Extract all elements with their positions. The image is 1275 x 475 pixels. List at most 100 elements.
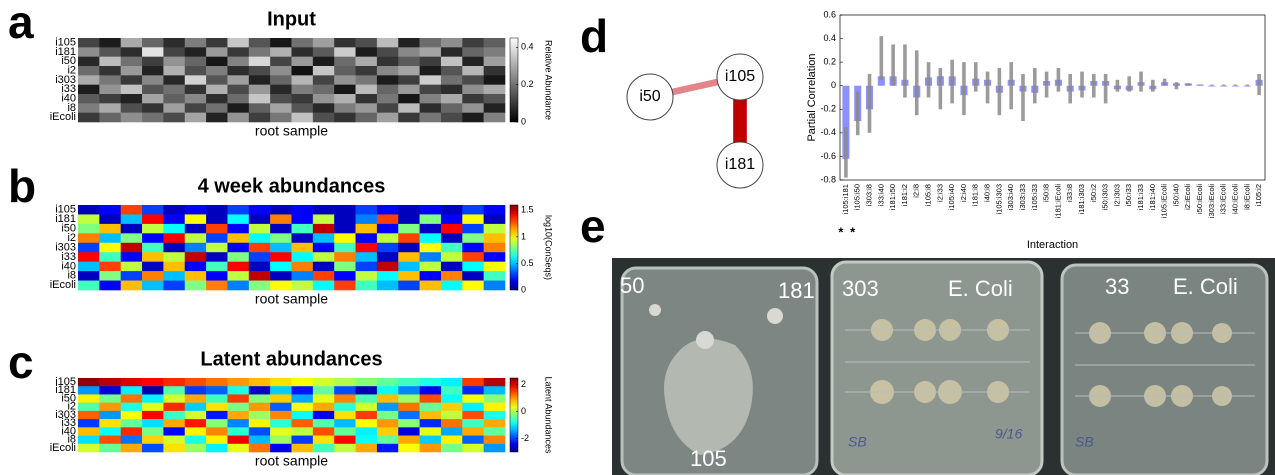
x-tick-label: i303:i33 <box>1018 184 1027 210</box>
heatmap-cell <box>249 271 271 281</box>
heatmap-cell <box>313 394 335 403</box>
heatmap-cell <box>313 94 335 104</box>
heatmap-cell <box>292 233 314 243</box>
heatmap-cell <box>249 205 271 215</box>
sample-range <box>1210 85 1214 86</box>
heatmap-cell <box>185 386 207 395</box>
heatmap-cell <box>462 444 484 453</box>
sample-range <box>1186 83 1190 85</box>
heatmap-cell <box>462 419 484 428</box>
heatmap-cell <box>78 411 100 420</box>
heatmap-cell <box>377 224 399 234</box>
heatmap-cell <box>377 386 399 395</box>
heatmap-cell <box>142 233 164 243</box>
colony <box>696 331 714 349</box>
heatmap-cell <box>377 394 399 403</box>
colorbar-tick-label: -2 <box>521 433 529 443</box>
heatmap-cell <box>99 252 121 262</box>
heatmap-cell <box>313 205 335 215</box>
heatmap-cell <box>313 243 335 253</box>
heatmap-cell <box>334 103 356 113</box>
heatmap-cell <box>227 444 249 453</box>
x-tick-label: i181:i33 <box>1136 184 1145 210</box>
heatmap-cell <box>441 436 463 445</box>
heatmap-cell <box>99 262 121 272</box>
heatmap-cell <box>420 394 442 403</box>
heatmap-cell <box>206 394 228 403</box>
heatmap-cell <box>99 233 121 243</box>
y-tick-label: 0.2 <box>823 57 836 67</box>
heatmap-cell <box>142 243 164 253</box>
heatmap-cell <box>270 281 292 291</box>
plate-label: 33 <box>1105 274 1129 299</box>
heatmap-cell <box>484 57 506 67</box>
heatmap-cell <box>185 252 207 262</box>
heatmap-cell <box>99 436 121 445</box>
heatmap-cell <box>334 262 356 272</box>
heatmap-cell <box>142 444 164 453</box>
panel-title: Latent abundances <box>200 348 382 370</box>
heatmap-cell <box>313 103 335 113</box>
heatmap-cell <box>356 205 378 215</box>
heatmap-cell <box>292 38 314 48</box>
heatmap-cell <box>185 378 207 387</box>
heatmap-cell <box>377 94 399 104</box>
heatmap-cell <box>334 411 356 420</box>
heatmap-cell <box>206 47 228 57</box>
heatmap-cell <box>121 75 143 85</box>
heatmap-cell <box>356 233 378 243</box>
heatmap-cell <box>313 224 335 234</box>
heatmap-cell <box>377 252 399 262</box>
colorbar-tick-label: 1.5 <box>521 205 534 215</box>
heatmap-cell <box>398 403 420 412</box>
heatmap-cell <box>99 85 121 95</box>
heatmap-cell <box>270 214 292 224</box>
node-label: i181 <box>725 156 755 173</box>
heatmap-cell <box>441 113 463 123</box>
heatmap-cell <box>185 66 207 76</box>
heatmap-cell <box>377 271 399 281</box>
colorbar-tick-label: 0.4 <box>521 42 534 52</box>
heatmap-cell <box>185 94 207 104</box>
heatmap-cell <box>484 103 506 113</box>
heatmap-cell <box>249 57 271 67</box>
observed-bar <box>1208 86 1215 87</box>
x-tick-label: i105:i50 <box>853 184 862 210</box>
heatmap-cell <box>398 75 420 85</box>
x-tick-label: i303:i8 <box>864 184 873 206</box>
colony <box>767 308 783 324</box>
sample-range <box>880 36 884 80</box>
heatmap-cell <box>78 394 100 403</box>
heatmap-cell <box>121 436 143 445</box>
heatmap-cell <box>163 38 185 48</box>
heatmap-cell <box>206 419 228 428</box>
sample-range <box>1163 79 1167 86</box>
heatmap-cell <box>334 252 356 262</box>
heatmap-cell <box>99 75 121 85</box>
sample-range <box>1092 74 1096 98</box>
heatmap-cell <box>121 444 143 453</box>
heatmap-cell <box>270 94 292 104</box>
colorbar <box>510 38 518 122</box>
heatmap-cell <box>121 386 143 395</box>
heatmap-cell <box>78 113 100 123</box>
heatmap-cell <box>227 66 249 76</box>
heatmap-cell <box>356 38 378 48</box>
heatmap-cell <box>185 47 207 57</box>
sample-range <box>1139 72 1143 92</box>
heatmap-cell <box>185 113 207 123</box>
heatmap-cell <box>313 214 335 224</box>
x-tick-label: i33:i8 <box>1065 184 1074 202</box>
heatmap-cell <box>313 419 335 428</box>
plate-label: E. Coli <box>948 276 1013 301</box>
heatmap-cell <box>484 205 506 215</box>
heatmap-cell <box>356 214 378 224</box>
heatmap-cell <box>163 281 185 291</box>
heatmap-cell <box>462 75 484 85</box>
heatmap-cell <box>78 47 100 57</box>
heatmap-cell <box>398 262 420 272</box>
heatmap-cell <box>441 411 463 420</box>
heatmap-cell <box>163 233 185 243</box>
heatmap-cell <box>249 85 271 95</box>
heatmap-cell <box>185 262 207 272</box>
